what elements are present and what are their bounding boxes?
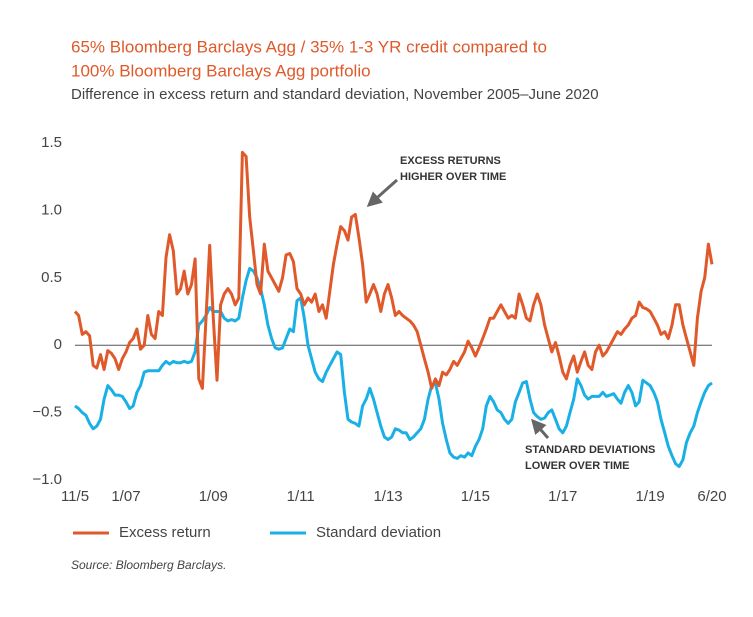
x-tick-label: 1/19 bbox=[636, 488, 665, 505]
y-tick-label: −1.0 bbox=[32, 471, 62, 488]
annotation: HIGHER OVER TIME bbox=[400, 171, 506, 183]
annotation: EXCESS RETURNS bbox=[400, 155, 501, 167]
series-line bbox=[73, 150, 714, 390]
x-tick-label: 1/11 bbox=[287, 488, 315, 505]
chart-subtitle: Difference in excess return and standard… bbox=[71, 86, 599, 103]
y-tick-label: 1.0 bbox=[41, 201, 62, 218]
x-tick-label: 1/15 bbox=[461, 488, 490, 505]
x-tick-label: 1/07 bbox=[111, 488, 140, 505]
y-tick-label: 1.5 bbox=[41, 134, 62, 151]
chart-title: 65% Bloomberg Barclays Agg / 35% 1-3 YR … bbox=[71, 37, 547, 56]
annotation-arrow bbox=[366, 178, 398, 207]
x-tick-label: 1/09 bbox=[199, 488, 228, 505]
y-tick-label: 0 bbox=[54, 336, 62, 353]
y-tick-label: −0.5 bbox=[32, 404, 62, 421]
legend-label: Excess return bbox=[119, 524, 211, 541]
x-tick-label: 1/13 bbox=[373, 488, 402, 505]
source: Source: Bloomberg Barclays. bbox=[71, 558, 226, 572]
y-tick-label: 0.5 bbox=[41, 269, 62, 286]
annotation: STANDARD DEVIATIONS bbox=[525, 444, 655, 456]
annotation: LOWER OVER TIME bbox=[525, 460, 630, 472]
legend-label: Standard deviation bbox=[316, 524, 441, 541]
annotation-arrow bbox=[531, 418, 550, 439]
x-tick-label: 1/17 bbox=[548, 488, 577, 505]
x-tick-label: 11/5 bbox=[61, 488, 89, 505]
chart-title: 100% Bloomberg Barclays Agg portfolio bbox=[71, 61, 371, 80]
series-line bbox=[74, 266, 713, 468]
x-tick-label: 6/20 bbox=[697, 488, 726, 505]
